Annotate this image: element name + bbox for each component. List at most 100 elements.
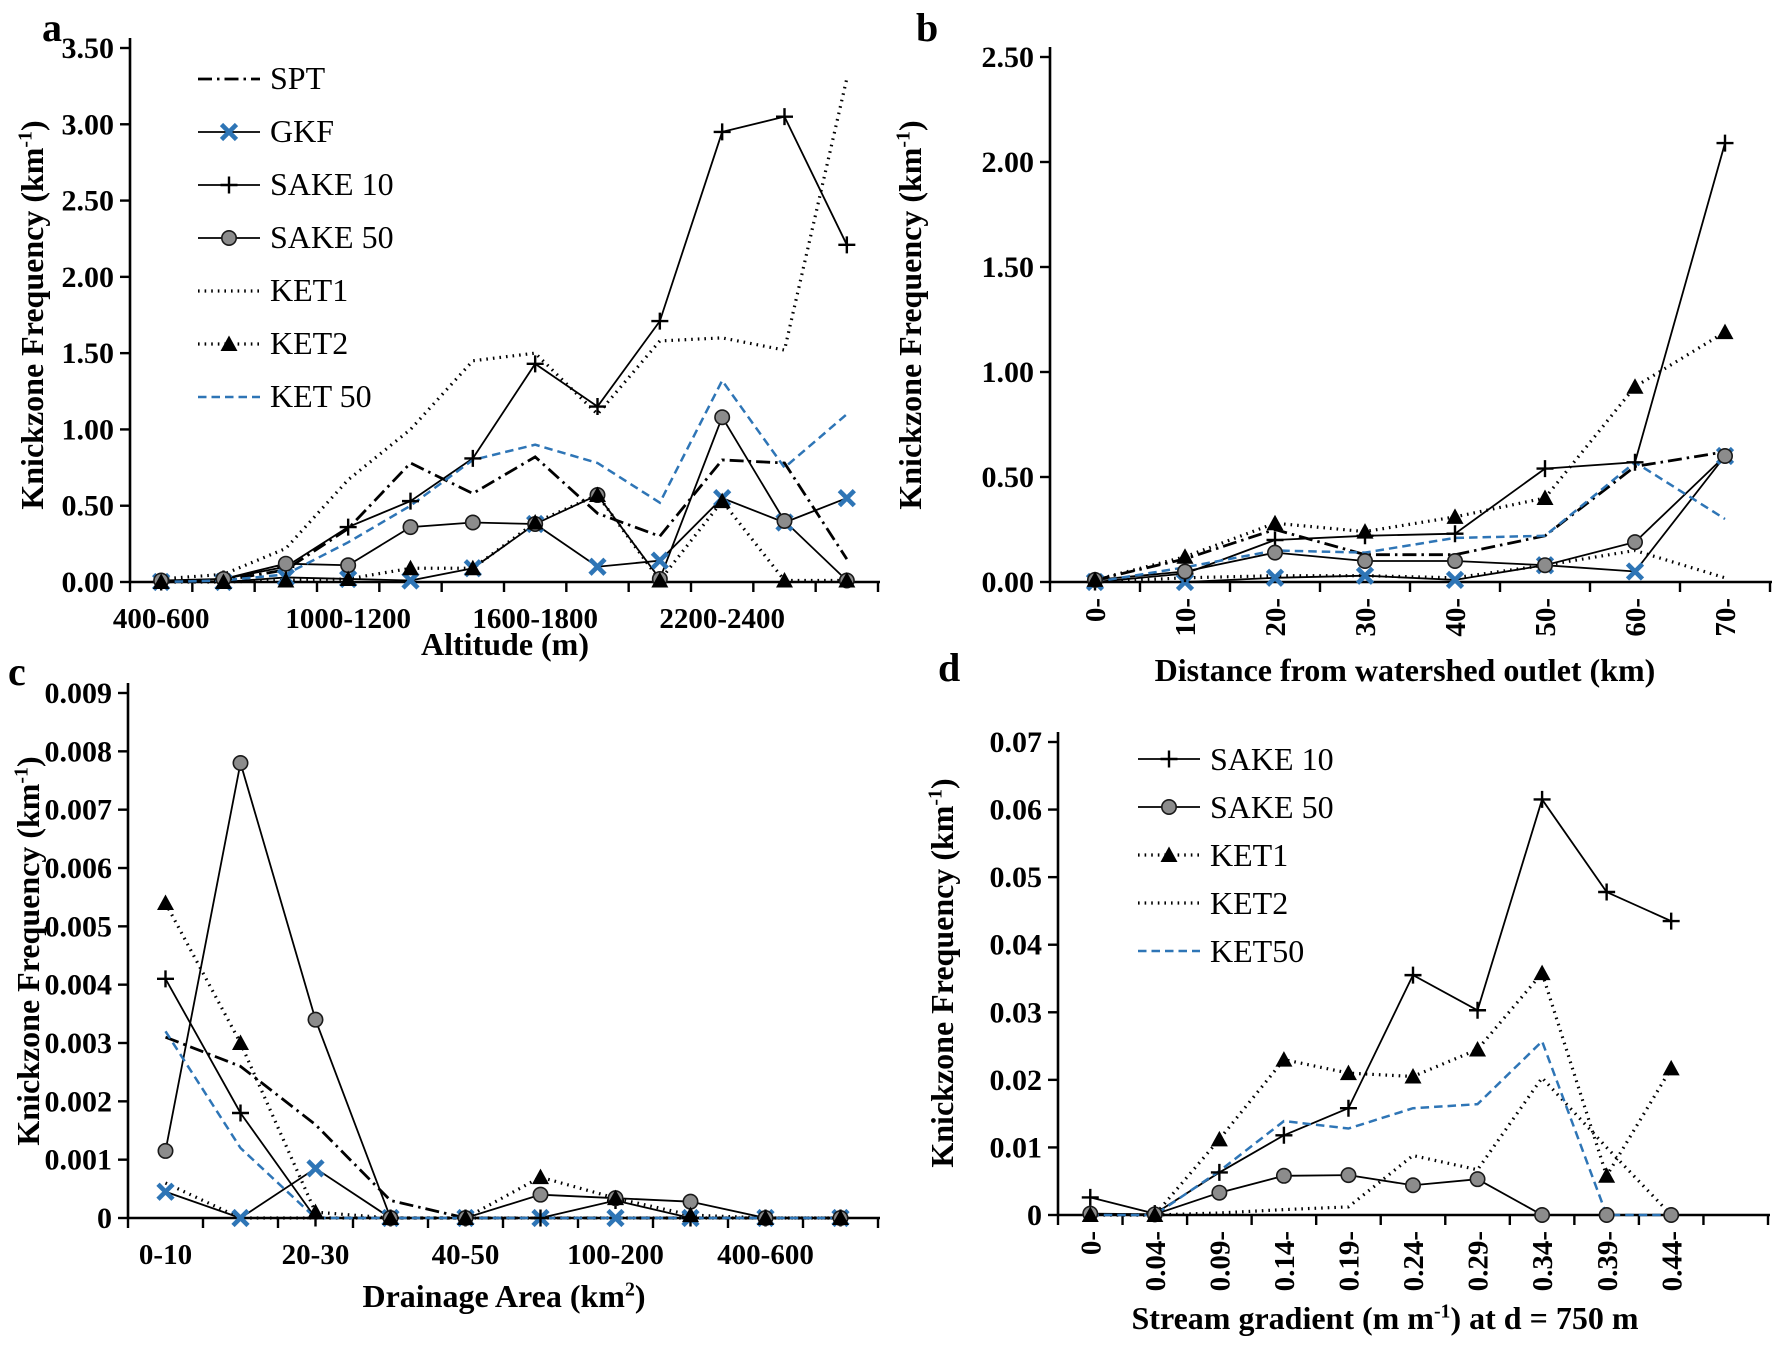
panel-b-x-axis-title: Distance from watershed outlet (km) <box>1154 652 1656 688</box>
svg-text:2200-2400: 2200-2400 <box>659 603 785 635</box>
panel-d-y-axis-title: Knickzone Frequency (km-1) <box>924 778 960 1168</box>
svg-text:0.39-: 0.39- <box>1592 1231 1624 1291</box>
svg-text:30-: 30- <box>1350 598 1382 637</box>
panel-a-legend: SPT GKF SAKE 10 SAKE 50 KET1 KET2 KET 50 <box>196 52 394 423</box>
svg-text:50-: 50- <box>1530 598 1562 637</box>
svg-text:0.34-: 0.34- <box>1527 1231 1559 1291</box>
panel-d-letter: d <box>938 645 961 690</box>
ket2-line-sample-icon <box>198 335 260 351</box>
svg-text:0.002: 0.002 <box>45 1085 113 1118</box>
spt-line-sample-icon <box>198 77 260 80</box>
svg-text:0.001: 0.001 <box>45 1144 113 1177</box>
svg-text:2.00: 2.00 <box>982 146 1035 179</box>
panel-c-x-axis-title: Drainage Area (km2) <box>362 1278 646 1314</box>
legend-label: GKF <box>270 113 335 149</box>
svg-text:0.01: 0.01 <box>990 1131 1043 1164</box>
svg-text:0.009: 0.009 <box>45 677 113 710</box>
panel-b-letter: b <box>916 5 939 50</box>
svg-text:0: 0 <box>1027 1199 1042 1232</box>
panel-c-y-axis-title: Knickzone Frequency (km-1) <box>10 756 46 1146</box>
ket1-line-sample-icon <box>198 288 260 293</box>
svg-text:0.29-: 0.29- <box>1463 1231 1495 1291</box>
ket50-line-sample-icon <box>1138 949 1200 953</box>
svg-text:1.00: 1.00 <box>982 356 1035 389</box>
panel-b-plot: 0.00 0.50 1.00 1.50 2.00 2.50 0- 10- 20- 30- 40- 50… <box>982 41 1772 637</box>
legend-item-ket2: KET2 <box>1136 879 1334 927</box>
legend-item-ket50: KET 50 <box>196 370 394 423</box>
svg-text:3.00: 3.00 <box>62 108 115 141</box>
legend-item-sake10: SAKE 10 <box>1136 735 1334 783</box>
panel-c-letter: c <box>8 649 26 694</box>
svg-text:0.19-: 0.19- <box>1334 1231 1366 1291</box>
svg-text:0.004: 0.004 <box>45 969 113 1002</box>
svg-text:0.04: 0.04 <box>990 929 1043 962</box>
svg-text:0: 0 <box>97 1202 112 1235</box>
legend-label: SAKE 10 <box>1210 740 1334 777</box>
panel-b-y-axis-title: Knickzone Frequency (km-1) <box>892 120 928 510</box>
svg-text:0.003: 0.003 <box>45 1027 113 1060</box>
panel-a-plot: 0.00 0.50 1.00 1.50 2.00 2.50 3.00 3.50 400-600 1… <box>62 32 880 635</box>
svg-text:1.50: 1.50 <box>982 251 1035 284</box>
legend-label: KET 50 <box>270 378 372 414</box>
panel-d-plot: 0 0.01 0.02 0.03 0.04 0.05 0.06 0.07 0- 0.04- 0.09… <box>990 726 1770 1291</box>
svg-text:0.05: 0.05 <box>990 861 1043 894</box>
svg-text:2.50: 2.50 <box>982 41 1035 74</box>
panel-a-letter: a <box>42 5 62 50</box>
legend-item-sake50: SAKE 50 <box>1136 783 1334 831</box>
panel-d-x-axis-title: Stream gradient (m m-1) at d = 750 m <box>1131 1300 1639 1336</box>
legend-item-sake10: SAKE 10 <box>196 158 394 211</box>
legend-item-sake50: SAKE 50 <box>196 211 394 264</box>
svg-text:2.00: 2.00 <box>62 261 115 294</box>
legend-label: SAKE 50 <box>270 219 394 255</box>
svg-text:0.09-: 0.09- <box>1205 1231 1237 1291</box>
svg-text:0.24-: 0.24- <box>1398 1231 1430 1291</box>
panel-a-y-axis-title: Knickzone Frequency (km-1) <box>14 120 50 510</box>
panel-c-plot: 0 0.001 0.002 0.003 0.004 0.005 0.006 0.007 0.00… <box>45 677 880 1271</box>
legend-label: KET50 <box>1210 932 1305 969</box>
ket2-line-sample-icon <box>1138 901 1200 905</box>
svg-text:0.007: 0.007 <box>45 794 113 827</box>
svg-text:3.50: 3.50 <box>62 32 115 65</box>
panel-a-x-axis-title: Altitude (m) <box>421 626 589 662</box>
legend-label: KET1 <box>270 272 349 308</box>
svg-text:1.00: 1.00 <box>62 413 115 446</box>
svg-text:0-10: 0-10 <box>139 1239 192 1271</box>
svg-text:20-: 20- <box>1260 598 1292 637</box>
svg-text:1600-1800: 1600-1800 <box>472 603 598 635</box>
svg-text:0.00: 0.00 <box>62 566 115 599</box>
svg-text:400-600: 400-600 <box>717 1239 814 1271</box>
svg-text:0.005: 0.005 <box>45 910 113 943</box>
legend-item-ket1: KET1 <box>1136 831 1334 879</box>
svg-text:60-: 60- <box>1620 598 1652 637</box>
svg-text:1.50: 1.50 <box>62 337 115 370</box>
legend-item-ket2: KET2 <box>196 317 394 370</box>
ket1-line-sample-icon <box>1138 846 1200 862</box>
svg-text:0.02: 0.02 <box>990 1064 1043 1097</box>
sake10-line-sample-icon <box>198 176 260 193</box>
svg-text:10-: 10- <box>1170 598 1202 637</box>
svg-text:0.50: 0.50 <box>62 490 115 523</box>
legend-label: SAKE 10 <box>270 166 394 202</box>
svg-text:70-: 70- <box>1710 598 1742 637</box>
legend-item-spt: SPT <box>196 52 394 105</box>
svg-text:0.04-: 0.04- <box>1140 1231 1172 1291</box>
svg-text:0-: 0- <box>1075 1231 1107 1255</box>
svg-text:0-: 0- <box>1080 598 1112 622</box>
svg-text:0.14-: 0.14- <box>1269 1231 1301 1291</box>
gkf-line-sample-icon <box>198 122 260 141</box>
svg-text:20-30: 20-30 <box>282 1239 350 1271</box>
panel-d-legend: SAKE 10 SAKE 50 KET1 KET2 KET50 <box>1136 735 1334 975</box>
svg-text:40-: 40- <box>1440 598 1472 637</box>
legend-label: SAKE 50 <box>1210 788 1334 825</box>
legend-label: KET2 <box>1210 884 1289 921</box>
svg-text:0.03: 0.03 <box>990 996 1043 1029</box>
legend-label: KET2 <box>270 325 349 361</box>
legend-item-ket50: KET50 <box>1136 927 1334 975</box>
svg-text:1000-1200: 1000-1200 <box>285 603 411 635</box>
svg-text:0.07: 0.07 <box>990 726 1043 759</box>
svg-text:100-200: 100-200 <box>567 1239 664 1271</box>
svg-text:0.006: 0.006 <box>45 852 113 885</box>
legend-item-gkf: GKF <box>196 105 394 158</box>
svg-text:2.50: 2.50 <box>62 185 115 218</box>
